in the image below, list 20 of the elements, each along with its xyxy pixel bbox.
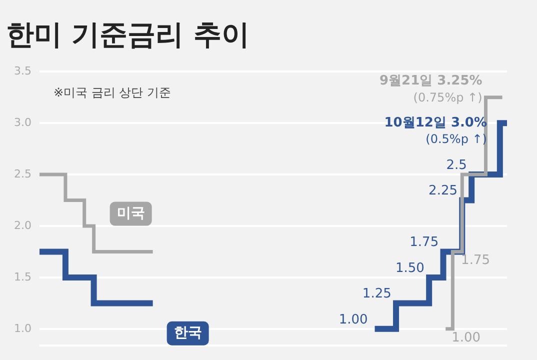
data-label: 2.5	[446, 158, 467, 173]
y-tick-label: 2.5	[14, 167, 32, 180]
y-tick-label: 3.5	[14, 64, 32, 78]
text: 한국	[174, 325, 202, 342]
series-label: 미국	[116, 205, 145, 222]
y-tick-label: 1.5	[14, 270, 32, 284]
data-label: 1.50	[395, 260, 424, 276]
chart-title: 한미 기준금리 추이	[6, 18, 250, 52]
y-tick-label: 2.0	[14, 218, 32, 232]
annotation: 10월12일 3.0% (0.5%p ↑)	[384, 115, 487, 146]
data-label: 2.25	[428, 184, 458, 199]
annotation: ※미국 금리 상단 기준	[53, 86, 171, 100]
y-tick-label: 1.0	[14, 322, 32, 335]
data-label: 1.00	[452, 330, 481, 346]
data-label: 1.75	[461, 253, 490, 268]
data-label: 1.25	[362, 286, 392, 302]
y-tick-label: 3.0	[14, 116, 32, 129]
data-label: 1.00	[338, 312, 368, 328]
annotation: 9월21일 3.25% (0.75%p ↑)	[380, 74, 482, 104]
data-label: 1.75	[410, 235, 439, 250]
